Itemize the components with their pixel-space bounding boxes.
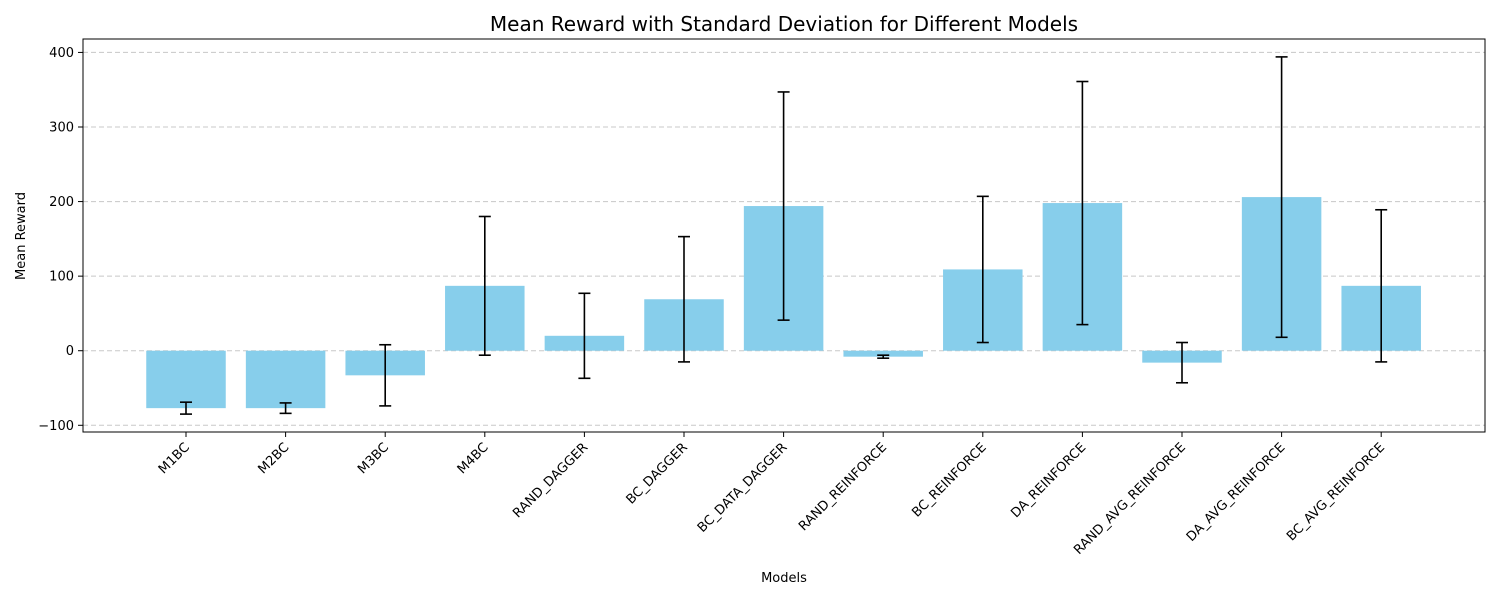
x-tick-label: M3BC: [355, 440, 392, 477]
x-tick-label: DA_AVG_REINFORCE: [1184, 440, 1289, 545]
x-tick-label: RAND_AVG_REINFORCE: [1071, 440, 1189, 558]
y-tick-label: −100: [38, 419, 74, 434]
x-tick-label: RAND_REINFORCE: [796, 440, 890, 534]
x-tick-label: RAND_DAGGER: [510, 440, 591, 521]
x-tick-label: BC_DATA_DAGGER: [695, 440, 791, 536]
bar-rand-reinforce: [843, 350, 923, 357]
x-tick-label: M2BC: [255, 440, 292, 477]
y-tick-label: 300: [49, 120, 74, 135]
y-tick-label: 400: [49, 46, 74, 61]
y-axis-label: Mean Reward: [14, 192, 29, 280]
x-tick-label: M1BC: [156, 440, 193, 477]
y-tick-label: 100: [49, 270, 74, 285]
y-tick-label: 200: [49, 195, 74, 210]
chart-title: Mean Reward with Standard Deviation for …: [490, 12, 1078, 36]
bar-m2bc: [245, 350, 326, 409]
y-tick-label: 0: [66, 344, 74, 359]
error-bars: [180, 56, 1388, 415]
x-tick-label: BC_DAGGER: [624, 440, 691, 507]
bar-m1bc: [146, 350, 226, 409]
x-tick-label: DA_REINFORCE: [1008, 440, 1089, 521]
x-tick-label: BC_REINFORCE: [909, 440, 989, 520]
x-axis-label: Models: [761, 571, 807, 586]
x-tick-label: BC_AVG_REINFORCE: [1284, 440, 1388, 544]
plot-frame: [82, 38, 1486, 433]
x-tick-label: M4BC: [455, 440, 492, 477]
